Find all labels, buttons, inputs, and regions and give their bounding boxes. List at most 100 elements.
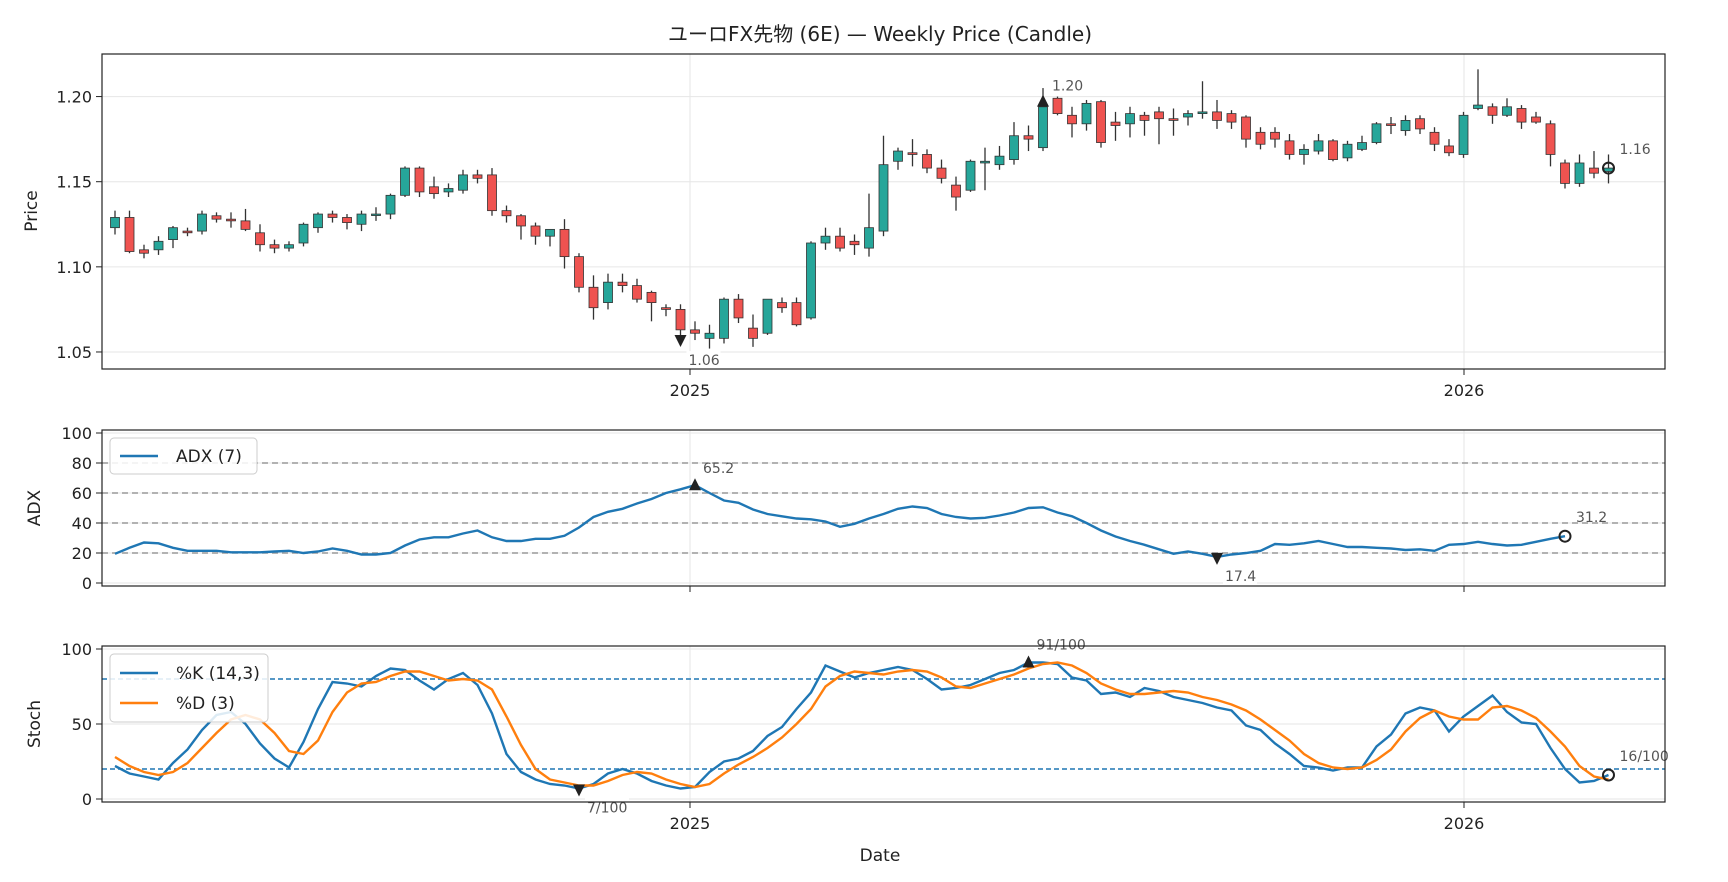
candle — [965, 159, 976, 192]
candle-body-up — [153, 240, 164, 251]
candle-body-down — [472, 174, 483, 179]
y-tick-label: 1.05 — [56, 343, 92, 362]
candle — [472, 169, 483, 184]
candle — [1139, 111, 1150, 136]
stoch-min-marker — [573, 784, 585, 797]
candle — [1487, 103, 1498, 124]
x-tick-label: 2025 — [670, 814, 711, 833]
candle-body-down — [1487, 106, 1498, 116]
high-annotation: 1.20 — [1052, 79, 1083, 95]
candle-body-up — [1125, 113, 1135, 125]
candle — [994, 145, 1005, 170]
candle — [124, 210, 135, 254]
adx-max-marker — [689, 478, 701, 491]
candle — [342, 214, 352, 230]
candle-body-down — [1168, 118, 1179, 121]
candle — [980, 147, 990, 191]
candle — [1473, 69, 1483, 111]
candle-body-down — [124, 217, 135, 252]
candle — [661, 304, 671, 317]
candle — [719, 297, 729, 344]
stoch-last-annotation: 16/100 — [1620, 749, 1669, 765]
candle-body-up — [1081, 102, 1092, 125]
candle — [153, 236, 164, 255]
candle-body-down — [1110, 121, 1121, 126]
candle — [1284, 134, 1295, 160]
candle — [1081, 99, 1092, 131]
candle-body-down — [429, 186, 439, 195]
candle — [806, 241, 816, 320]
candle — [603, 273, 613, 310]
candle-body-down — [1096, 101, 1106, 143]
candle — [385, 193, 396, 220]
candle — [820, 227, 831, 250]
candle — [298, 222, 309, 247]
candle — [487, 168, 497, 216]
candle-body-down — [1531, 116, 1541, 123]
candle — [1458, 111, 1469, 158]
last-price-annotation: 1.16 — [1620, 142, 1651, 158]
candle — [1574, 154, 1585, 187]
candle — [1516, 105, 1527, 129]
y-tick-label: 1.20 — [56, 88, 92, 107]
candle-body-down — [530, 225, 541, 237]
candle — [168, 225, 178, 249]
y-tick-label: 1.10 — [56, 258, 92, 277]
candle-body-down — [1415, 118, 1425, 130]
candle-body-down — [733, 298, 744, 319]
candle — [704, 324, 715, 349]
candle — [777, 297, 787, 313]
y-tick-label: 0 — [82, 574, 92, 593]
candle — [1328, 139, 1338, 162]
candle — [1168, 108, 1179, 136]
candle — [1386, 117, 1396, 135]
y-tick-label: 20 — [72, 544, 92, 563]
price-y-axis-label: Price — [22, 190, 42, 231]
candle — [1357, 135, 1367, 152]
candle-body-down — [835, 235, 845, 249]
candle — [646, 290, 657, 322]
candle-body-down — [516, 215, 526, 227]
candle — [226, 212, 236, 228]
candle — [893, 147, 903, 170]
candle — [864, 193, 874, 257]
low-annotation: 1.06 — [689, 353, 720, 369]
candle — [1226, 110, 1237, 129]
candle-body-down — [849, 240, 860, 246]
candle — [110, 210, 120, 235]
candle — [1444, 139, 1454, 157]
candle-body-down — [1270, 131, 1280, 140]
candle-body-down — [342, 217, 352, 223]
candle — [400, 166, 410, 198]
candle — [849, 234, 860, 255]
stoch-last-marker — [1602, 768, 1615, 782]
stoch-d-line — [114, 661, 1609, 789]
candle-body-down — [791, 302, 802, 326]
candle-body-down — [675, 309, 686, 331]
candle — [936, 159, 947, 184]
candle-body-down — [327, 213, 338, 218]
candle-body-up — [443, 188, 454, 193]
candle-body-down — [936, 167, 947, 179]
candle — [1255, 127, 1266, 150]
candle — [313, 212, 323, 233]
legend-box — [109, 437, 258, 475]
candle-body-down — [588, 286, 599, 309]
candle-body-down — [574, 256, 584, 288]
candle-body-down — [1328, 140, 1338, 160]
candle — [690, 321, 700, 341]
candle — [516, 214, 526, 240]
candle-body-down — [1284, 140, 1295, 155]
candle-body-down — [559, 228, 570, 258]
candle-body-up — [1574, 162, 1585, 184]
candle-body-up — [1038, 106, 1048, 149]
adx-min-marker — [1211, 552, 1223, 565]
candle-body-down — [1023, 135, 1034, 140]
candle-body-up — [1458, 114, 1469, 155]
candle-body-up — [1009, 135, 1019, 160]
adx-min-annotation-bg — [1223, 566, 1257, 584]
y-tick-label: 100 — [61, 640, 92, 659]
y-tick-label: 50 — [72, 715, 92, 734]
candle — [530, 222, 541, 245]
